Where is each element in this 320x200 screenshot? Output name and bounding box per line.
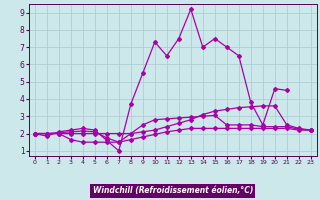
Text: Windchill (Refroidissement éolien,°C): Windchill (Refroidissement éolien,°C) xyxy=(92,186,253,196)
